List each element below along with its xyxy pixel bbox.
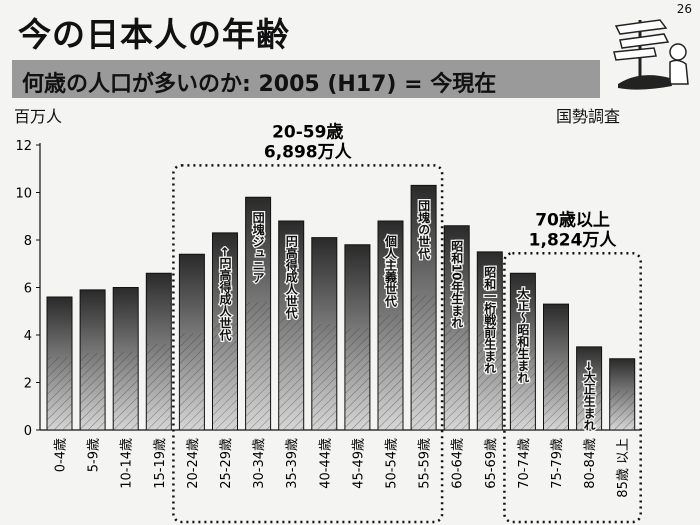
person-with-signpost-icon [613,19,689,90]
bar-annotation: 個人主義世代 [384,234,398,308]
bar-hatch [477,332,503,430]
bar-hatch [179,333,205,430]
x-tick-label: 40-44歳 [318,438,333,489]
group-total: 1,824万人 [529,230,618,250]
bar-annotation: 昭和10年生まれ [450,239,464,328]
group-label: 70歳以上 [535,209,610,230]
bar-hatch [113,351,139,430]
bar-hatch [444,317,470,430]
x-tick-label: 75-79歳 [550,438,565,489]
bar-annotation: 団塊ジュニア [251,211,265,283]
bar-hatch [47,356,72,430]
group-box [172,164,444,524]
x-tick-label: 25-29歳 [219,438,234,489]
group-total: 6,898万人 [264,142,353,162]
x-tick-label: 0-4歳 [54,438,69,472]
bar-annotation: 円高得成人世代 [284,235,298,320]
y-tick-label: 2 [24,377,32,392]
bar-annotation: 団塊の世代 [417,199,431,260]
y-tick-label: 6 [24,282,32,297]
bar-hatch [278,315,304,430]
y-tick-label: 4 [24,329,32,344]
bar-hatch [146,343,172,430]
x-tick-label: 30-34歳 [252,438,267,489]
bar-hatch [80,352,106,430]
x-tick-label: 55-59歳 [418,438,433,489]
bar-hatch [609,390,635,430]
y-tick-label: 12 [15,139,32,154]
bar-annotation: ←円高得成人世代 [218,247,232,342]
source-label: 国勢調査 [556,107,621,126]
group-label: 20-59歳 [272,121,343,142]
page-number: 26 [676,2,692,16]
x-tick-label: 15-19歳 [153,438,168,489]
bar-hatch [212,321,238,430]
x-tick-label: 70-74歳 [517,438,532,489]
x-tick-label: 35-39歳 [285,438,300,489]
x-tick-label: 50-54歳 [385,438,400,489]
bar-hatch [411,295,437,430]
x-tick-label: 45-49歳 [351,438,366,489]
group-box [503,252,642,524]
y-tick-label: 10 [15,187,32,202]
bar-hatch [245,301,271,430]
y-tick-label: 0 [24,424,32,439]
x-tick-label: 10-14歳 [120,438,135,489]
bar-annotation: 大正～昭和生まれ [516,286,530,383]
bar-hatch [378,315,403,430]
bar-hatch [344,328,370,430]
bar-hatch [543,360,569,430]
x-tick-label: 60-64歳 [451,438,466,489]
x-tick-label: 80-84歳 [583,438,598,489]
bar-annotation: →大正生まれ [582,361,596,431]
bar-hatch [510,343,536,430]
x-tick-label: 5-9歳 [87,438,102,472]
y-tick-label: 8 [24,234,32,249]
subtitle-banner: 何歳の人口が多いのか: 2005 (H17) = 今現在 [12,60,600,98]
x-tick-label: 20-24歳 [186,438,201,489]
subtitle-text: 何歳の人口が多いのか: 2005 (H17) = 今現在 [22,72,497,97]
bar-hatch [311,324,337,430]
y-axis-label: 百万人 [14,107,63,126]
bar-annotation: 昭和一桁戦前生まれ [483,265,497,373]
bar-hatch [576,384,602,430]
x-tick-label: 65-69歳 [484,438,499,489]
x-tick-label: 85歳 以上 [616,438,631,498]
slide-title: 今の日本人の年齢 [18,15,290,54]
